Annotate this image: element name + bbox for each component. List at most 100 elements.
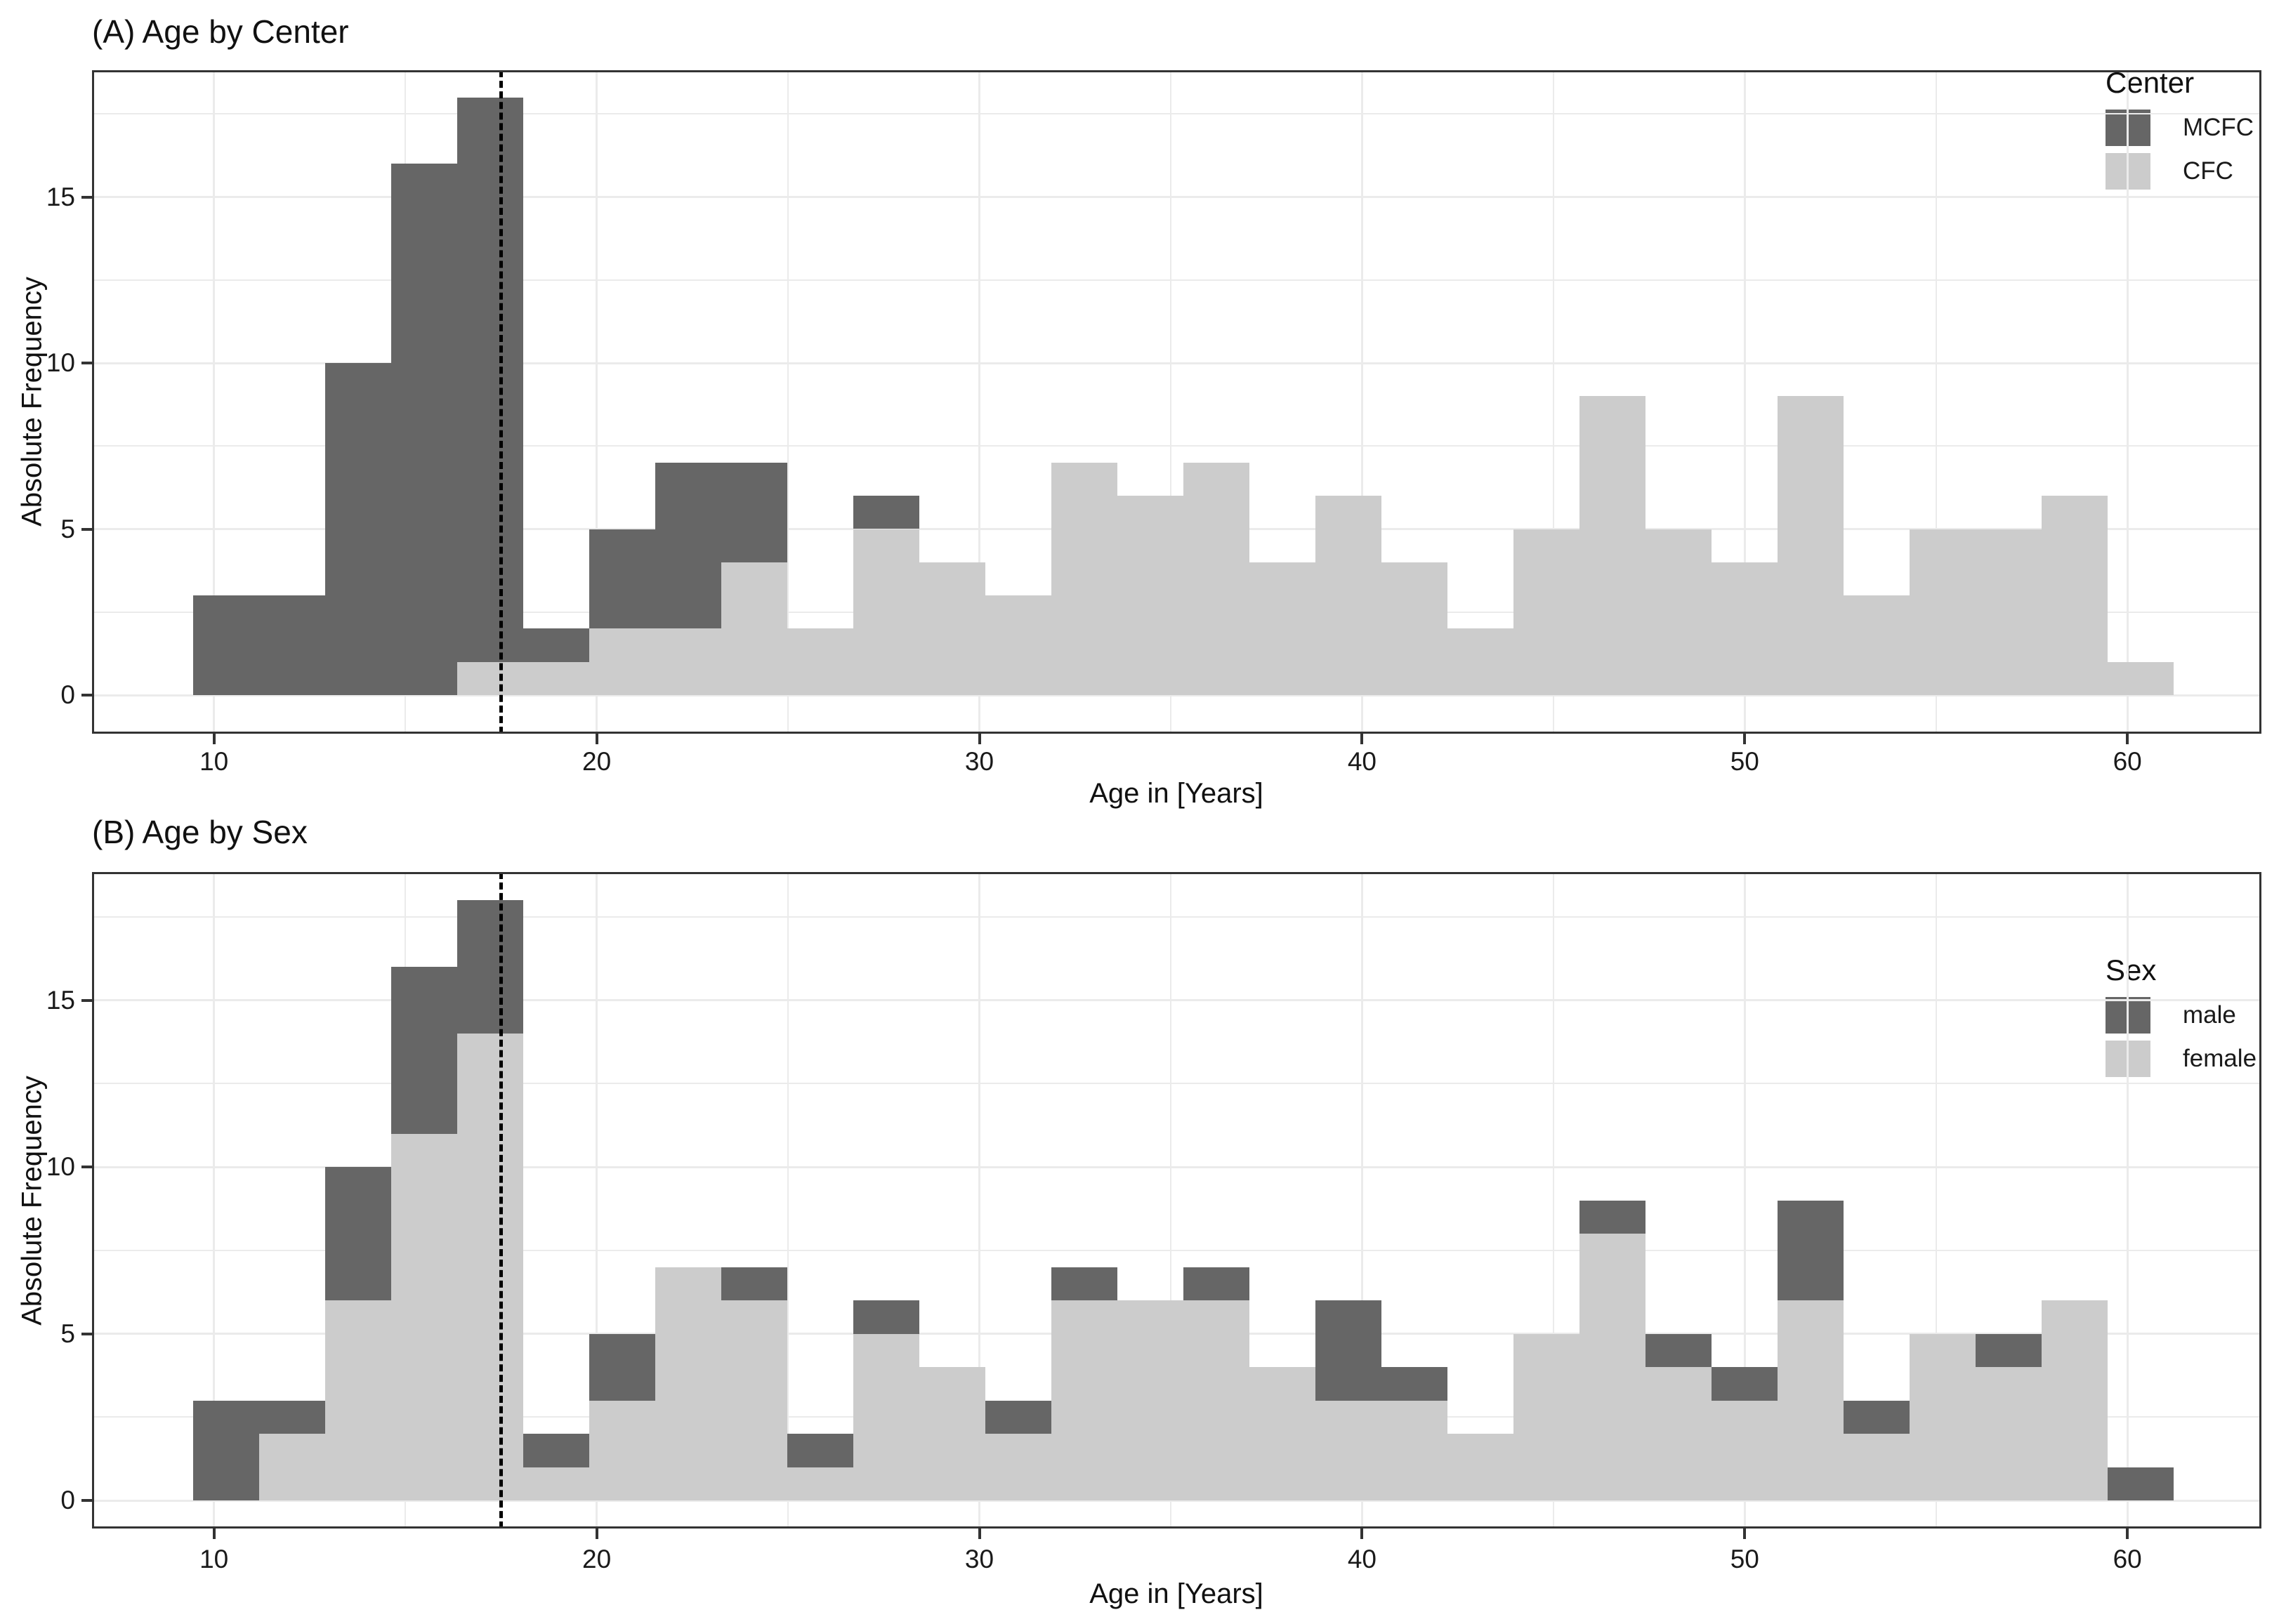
- x-minor-gridline: [1169, 872, 1171, 1529]
- x-axis-tick-label: 20: [582, 747, 612, 776]
- histogram-bar-segment-female: [985, 1434, 1051, 1500]
- histogram-bar-segment-MCFC: [523, 628, 589, 662]
- x-axis-tick-mark: [595, 1529, 598, 1539]
- histogram-bar-segment-female: [1843, 1434, 1910, 1500]
- y-axis-tick-label: 0: [60, 680, 75, 709]
- y-axis-tick-label: 5: [60, 514, 75, 543]
- x-major-gridline: [978, 872, 980, 1529]
- y-axis-tick-label: 15: [46, 182, 75, 211]
- histogram-bar-segment-female: [853, 1333, 919, 1500]
- histogram-bar-segment-male: [1315, 1300, 1381, 1401]
- x-major-gridline: [213, 872, 216, 1529]
- x-axis-tick-mark: [212, 734, 216, 744]
- legend-item: female: [2106, 1041, 2257, 1077]
- x-minor-gridline: [1169, 70, 1171, 734]
- x-major-gridline: [1743, 872, 1746, 1529]
- legend-item: male: [2106, 997, 2257, 1034]
- y-minor-gridline: [92, 1249, 2261, 1251]
- x-major-gridline: [2126, 70, 2129, 734]
- legend-item-label: male: [2183, 1001, 2236, 1029]
- x-axis-tick-label: 10: [199, 747, 229, 776]
- histogram-bar-segment-male: [2107, 1467, 2174, 1500]
- histogram-bar-segment-male: [1711, 1367, 1778, 1401]
- histogram-bar-segment-CFC: [655, 628, 721, 695]
- x-major-gridline: [596, 70, 598, 734]
- x-axis-tick-mark: [978, 1529, 981, 1539]
- histogram-bar-segment-male: [523, 1434, 589, 1467]
- histogram-bar-segment-MCFC: [324, 363, 391, 695]
- histogram-bar-segment-male: [721, 1267, 787, 1300]
- y-major-gridline: [92, 999, 2261, 1001]
- x-axis-tick-mark: [212, 1529, 216, 1539]
- x-axis-tick-mark: [2126, 1529, 2129, 1539]
- panel-a-legend: Center MCFC CFC: [2098, 62, 2261, 204]
- histogram-bar-segment-female: [1777, 1300, 1844, 1500]
- histogram-bar-segment-CFC: [2041, 496, 2108, 695]
- histogram-bar-segment-CFC: [1381, 562, 1447, 695]
- histogram-bar-segment-MCFC: [853, 496, 919, 529]
- histogram-bar-segment-female: [1447, 1434, 1513, 1500]
- histogram-bar-segment-female: [589, 1400, 655, 1500]
- median-age-dashed-line: [499, 70, 503, 734]
- histogram-bar-segment-male: [787, 1434, 853, 1467]
- x-major-gridline: [596, 872, 598, 1529]
- histogram-bar-segment-CFC: [589, 628, 655, 695]
- x-axis-tick-label: 60: [2113, 747, 2142, 776]
- y-axis-tick-label: 0: [60, 1486, 75, 1514]
- panel-b-legend-title: Sex: [2106, 953, 2157, 986]
- x-major-gridline: [213, 70, 216, 734]
- histogram-bar-segment-male: [1183, 1267, 1249, 1300]
- x-major-gridline: [1360, 872, 1363, 1529]
- y-major-gridline: [92, 694, 2261, 697]
- histogram-bar-segment-female: [919, 1367, 985, 1500]
- histogram-bar-segment-male: [1777, 1200, 1844, 1300]
- histogram-bar-segment-female: [456, 1034, 523, 1500]
- histogram-bar-segment-female: [1579, 1234, 1645, 1500]
- y-axis-tick-mark: [81, 1166, 92, 1168]
- histogram-bar-segment-CFC: [1777, 396, 1844, 695]
- histogram-bar-segment-female: [258, 1434, 325, 1500]
- x-minor-gridline: [787, 872, 789, 1529]
- histogram-bar-segment-male: [456, 900, 523, 1034]
- histogram-bar-segment-MCFC: [390, 164, 457, 695]
- histogram-bar-segment-male: [985, 1400, 1051, 1434]
- x-axis-tick-mark: [2126, 734, 2129, 744]
- panel-b-x-axis-title: Age in [Years]: [1089, 1578, 1263, 1609]
- histogram-bar-segment-male: [324, 1167, 391, 1300]
- histogram-bar-segment-female: [721, 1300, 787, 1500]
- x-axis-tick-mark: [1360, 734, 1364, 744]
- histogram-bar-segment-MCFC: [192, 595, 259, 695]
- histogram-bar-segment-CFC: [523, 661, 589, 695]
- y-axis-tick-label: 5: [60, 1319, 75, 1348]
- histogram-bar-segment-CFC: [787, 628, 853, 695]
- y-minor-gridline: [92, 279, 2261, 281]
- histogram-bar-segment-female: [523, 1467, 589, 1500]
- y-axis-tick-mark: [81, 694, 92, 697]
- histogram-bar-segment-male: [1051, 1267, 1117, 1300]
- histogram-bar-segment-MCFC: [589, 529, 655, 629]
- x-axis-tick-label: 40: [1347, 747, 1377, 776]
- histogram-bar-segment-male: [1645, 1333, 1712, 1367]
- x-major-gridline: [2126, 872, 2129, 1529]
- x-minor-gridline: [1552, 872, 1554, 1529]
- histogram-bar-segment-male: [1975, 1333, 2042, 1367]
- histogram-bar-segment-CFC: [1843, 595, 1910, 695]
- histogram-bar-segment-CFC: [1051, 462, 1117, 695]
- y-minor-gridline: [92, 1083, 2261, 1085]
- x-axis-tick-label: 50: [1730, 1545, 1759, 1573]
- x-axis-tick-mark: [1743, 734, 1747, 744]
- histogram-bar-segment-female: [2041, 1300, 2108, 1500]
- x-minor-gridline: [1935, 872, 1937, 1529]
- histogram-bar-segment-female: [390, 1133, 457, 1500]
- histogram-bar-segment-MCFC: [456, 97, 523, 662]
- panel-b-legend: Sex male female: [2098, 949, 2264, 1091]
- median-age-dashed-line: [499, 872, 503, 1529]
- x-minor-gridline: [1552, 70, 1554, 734]
- histogram-bar-segment-female: [324, 1300, 391, 1500]
- histogram-bar-segment-female: [1711, 1400, 1778, 1500]
- y-axis-tick-label: 10: [46, 1152, 75, 1181]
- y-minor-gridline: [92, 445, 2261, 447]
- y-major-gridline: [92, 1499, 2261, 1502]
- panel-b-y-axis-title: Absolute Frequency: [16, 1076, 48, 1326]
